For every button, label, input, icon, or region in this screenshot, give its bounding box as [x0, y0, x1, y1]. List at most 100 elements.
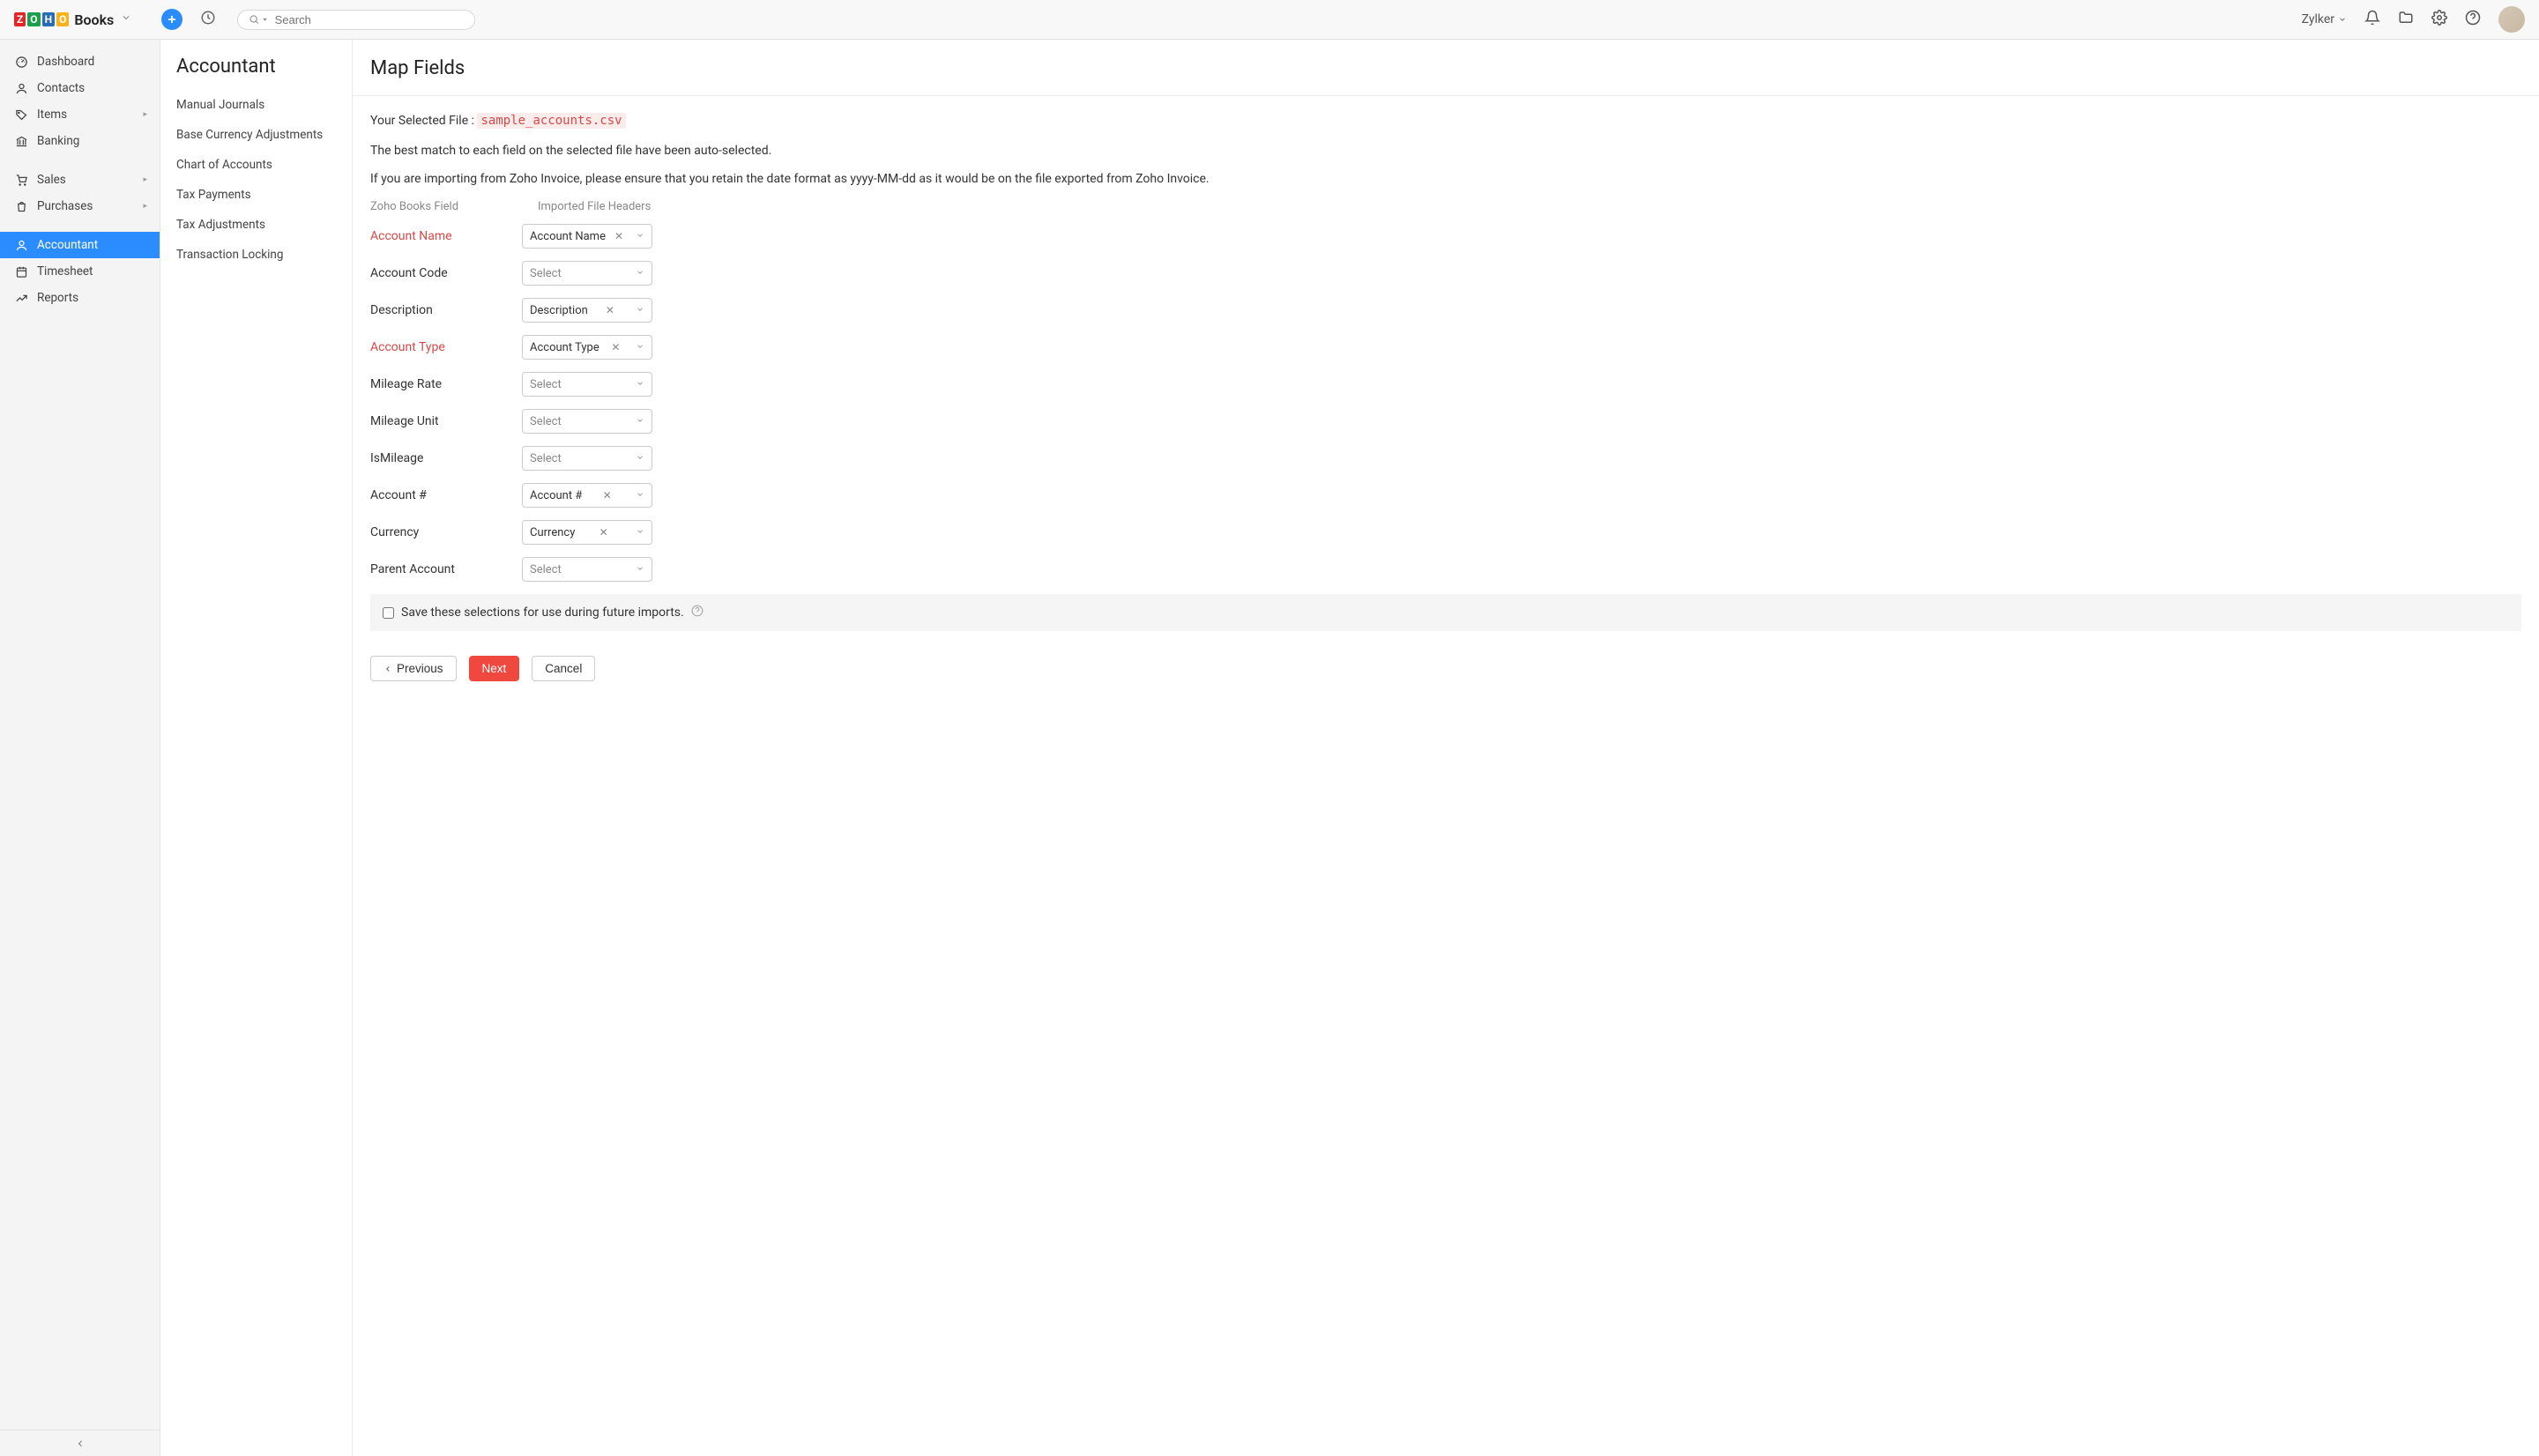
field-select[interactable]: Account Type✕: [522, 335, 652, 360]
field-row: Account TypeAccount Type✕: [370, 335, 2521, 360]
sidebar-item-label: Dashboard: [37, 55, 94, 69]
field-select[interactable]: Select: [522, 261, 652, 286]
search-dropdown-icon[interactable]: [262, 16, 268, 23]
subnav: Accountant Manual JournalsBase Currency …: [160, 40, 353, 1456]
chevron-right-icon: ▸: [143, 175, 147, 184]
logo-o: O: [27, 12, 40, 26]
clear-icon[interactable]: ✕: [606, 304, 614, 316]
help-tooltip-icon[interactable]: [691, 605, 704, 620]
user-avatar[interactable]: [2498, 6, 2525, 33]
field-select[interactable]: Select: [522, 557, 652, 582]
save-selections-checkbox[interactable]: [383, 607, 394, 619]
sidebar-item-reports[interactable]: Reports: [0, 285, 160, 311]
select-placeholder: Select: [530, 452, 562, 465]
select-value: Description: [530, 304, 588, 317]
field-label: Mileage Rate: [370, 377, 522, 391]
previous-button-label: Previous: [397, 662, 443, 675]
field-select[interactable]: Description ✕: [522, 298, 652, 323]
sidebar-collapse-button[interactable]: [0, 1430, 160, 1456]
history-icon[interactable]: [200, 10, 216, 29]
cancel-button[interactable]: Cancel: [532, 656, 595, 681]
field-label: Account Name: [370, 229, 522, 243]
previous-button[interactable]: Previous: [370, 656, 457, 681]
subnav-item-transaction-locking[interactable]: Transaction Locking: [160, 240, 352, 270]
field-label: Account #: [370, 488, 522, 502]
search-box[interactable]: [237, 10, 475, 30]
clear-icon[interactable]: ✕: [599, 526, 608, 539]
search-input[interactable]: [275, 13, 465, 26]
chevron-down-icon: [636, 231, 644, 242]
chevron-right-icon: ▸: [143, 202, 147, 211]
sidebar-item-items[interactable]: Items▸: [0, 101, 160, 128]
chevron-down-icon: [636, 416, 644, 427]
col1-header: Zoho Books Field: [370, 200, 511, 213]
field-select[interactable]: Select: [522, 446, 652, 471]
field-label: Account Code: [370, 266, 522, 280]
logo-o2: O: [56, 12, 69, 26]
help-icon[interactable]: [2465, 10, 2481, 29]
sidebar-item-timesheet[interactable]: Timesheet: [0, 258, 160, 285]
subnav-item-base-currency-adjustments[interactable]: Base Currency Adjustments: [160, 120, 352, 150]
quick-add-button[interactable]: [161, 9, 182, 30]
field-select[interactable]: Select: [522, 409, 652, 434]
sidebar-item-sales[interactable]: Sales▸: [0, 167, 160, 193]
select-placeholder: Select: [530, 415, 562, 428]
org-switcher[interactable]: Zylker: [2302, 12, 2347, 26]
subnav-item-tax-adjustments[interactable]: Tax Adjustments: [160, 210, 352, 240]
field-select[interactable]: Select: [522, 372, 652, 397]
topbar: Z O H O Books Zylker: [0, 0, 2539, 40]
bag-icon: [12, 200, 30, 213]
field-label: Parent Account: [370, 562, 522, 576]
field-row: Currency Currency ✕: [370, 520, 2521, 545]
search-icon: [249, 13, 259, 26]
dashboard-icon: [12, 56, 30, 69]
file-label: Your Selected File :: [370, 114, 477, 128]
settings-icon[interactable]: [2431, 10, 2447, 29]
file-name: sample_accounts.csv: [477, 113, 625, 129]
subnav-item-chart-of-accounts[interactable]: Chart of Accounts: [160, 150, 352, 180]
chevron-down-icon: [636, 305, 644, 316]
chevron-down-icon: [636, 268, 644, 279]
folder-icon[interactable]: [2398, 10, 2414, 29]
timesheet-icon: [12, 265, 30, 279]
clear-icon[interactable]: ✕: [614, 230, 623, 242]
field-select[interactable]: Currency ✕: [522, 520, 652, 545]
sidebar-item-dashboard[interactable]: Dashboard: [0, 48, 160, 75]
cart-icon: [12, 174, 30, 187]
person-icon: [12, 82, 30, 95]
select-value: Account Name: [530, 230, 606, 243]
subnav-item-manual-journals[interactable]: Manual Journals: [160, 90, 352, 120]
reports-icon: [12, 292, 30, 305]
chevron-left-icon: [383, 665, 392, 673]
column-headers: Zoho Books Field Imported File Headers: [370, 200, 2521, 213]
logo-h: H: [42, 12, 55, 26]
next-button[interactable]: Next: [469, 656, 520, 681]
clear-icon[interactable]: ✕: [611, 341, 620, 353]
sidebar-item-accountant[interactable]: Accountant: [0, 232, 160, 258]
logo-books-text: Books: [74, 11, 114, 28]
accountant-icon: [12, 239, 30, 252]
sidebar-item-contacts[interactable]: Contacts: [0, 75, 160, 101]
field-row: Parent AccountSelect: [370, 557, 2521, 582]
notifications-icon[interactable]: [2364, 10, 2380, 29]
field-label: Mileage Unit: [370, 414, 522, 428]
select-value: Account #: [530, 489, 582, 502]
page-title: Map Fields: [370, 57, 2521, 79]
clear-icon[interactable]: ✕: [603, 489, 612, 501]
cancel-button-label: Cancel: [545, 662, 582, 675]
subnav-item-tax-payments[interactable]: Tax Payments: [160, 180, 352, 210]
field-select[interactable]: Account Name ✕: [522, 224, 652, 249]
chevron-right-icon: ▸: [143, 110, 147, 119]
logo[interactable]: Z O H O Books: [14, 11, 131, 28]
field-label: Currency: [370, 525, 522, 539]
field-row: IsMileageSelect: [370, 446, 2521, 471]
chevron-down-icon: [2338, 15, 2347, 24]
sidebar-item-label: Purchases: [37, 199, 93, 213]
sidebar-item-purchases[interactable]: Purchases ▸: [0, 193, 160, 219]
sidebar-item-banking[interactable]: Banking: [0, 128, 160, 154]
field-select[interactable]: Account # ✕: [522, 483, 652, 508]
field-label: Account Type: [370, 340, 522, 354]
logo-chevron-icon[interactable]: [121, 12, 131, 26]
select-value: Currency: [530, 526, 575, 539]
field-row: Account Name Account Name ✕: [370, 224, 2521, 249]
